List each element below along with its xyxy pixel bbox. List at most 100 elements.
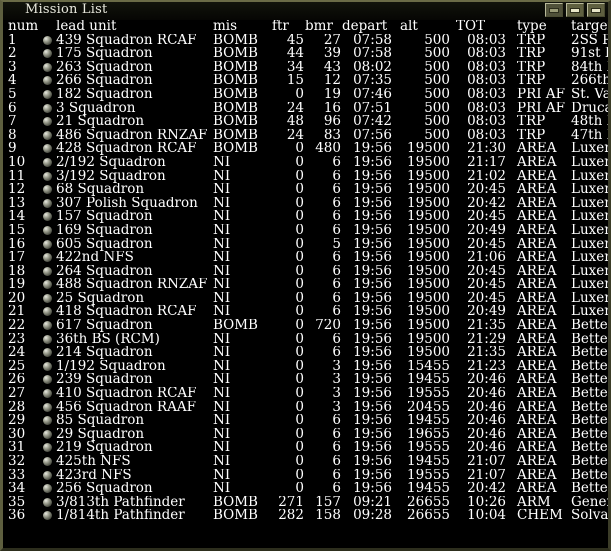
table-row[interactable]: 13 307 Polish Squadron NI 0 6 19:56 19500 20:42… <box>3 197 608 211</box>
depart-time: 07:35 <box>353 74 392 88</box>
table-row[interactable]: 34 256 Squadron NI 0 6 19:56 19455 20:42 AREA Bet… <box>3 482 608 496</box>
mission-num: 17 <box>8 251 26 265</box>
lead-unit: 68 Squadron <box>56 183 145 197</box>
altitude: 19500 <box>407 332 450 347</box>
table-row[interactable]: 7 21 Squadron BOMB 48 96 07:42 500 08:03 TRP 48th… <box>3 115 608 129</box>
depart-time: 09:28 <box>353 509 392 523</box>
table-row[interactable]: 32 425th NFS NI 0 6 19:56 19455 21:07 AREA Bettem… <box>3 455 608 469</box>
mission-type: NI <box>213 278 231 292</box>
altitude: 19455 <box>407 414 450 428</box>
depart-time: 19:56 <box>353 455 392 469</box>
table-row[interactable]: 23 36th BS (RCM) NI 0 6 19:56 19500 21:29 AREA Be… <box>3 333 608 347</box>
table-row[interactable]: 11 3/192 Squadron NI 0 6 19:56 19500 21:02 AREA L… <box>3 170 608 184</box>
tot-time: 20:46 <box>467 387 506 401</box>
mission-type: NI <box>213 237 231 252</box>
target-type: TRP <box>517 115 546 129</box>
depart-time: 19:56 <box>353 183 392 197</box>
table-row[interactable]: 9 428 Squadron RCAF BOMB 0 480 19:56 19500 21:3… <box>3 142 608 156</box>
target-type: AREA <box>517 455 557 469</box>
tot-time: 08:03 <box>467 47 506 61</box>
table-row[interactable]: 31 219 Squadron NI 0 6 19:56 19555 20:46 AREA Bet… <box>3 441 608 455</box>
table-row[interactable]: 22 617 Squadron BOMB 0 720 19:56 19500 21:35 ARE… <box>3 319 608 333</box>
header-lead-unit[interactable]: lead unit <box>56 20 117 34</box>
mission-num: 10 <box>8 155 26 170</box>
table-row[interactable]: 36 1/814th Pathfinder BOMB 282 158 09:28 26655… <box>3 509 608 523</box>
mission-num: 29 <box>8 414 26 428</box>
table-row[interactable]: 28 456 Squadron RAAF NI 0 3 19:56 20455 20:46 AR… <box>3 401 608 415</box>
tot-time: 20:45 <box>467 264 506 279</box>
header-depart[interactable]: depart <box>342 20 388 34</box>
mission-type: NI <box>213 196 231 211</box>
target-name: Bettembourg <box>571 346 608 360</box>
header-type[interactable]: type <box>517 20 547 34</box>
depart-time: 19:56 <box>353 223 392 238</box>
table-row[interactable]: 3 263 Squadron BOMB 34 43 08:02 500 08:03 TRP 84t… <box>3 61 608 75</box>
target-type: AREA <box>517 183 557 197</box>
table-row[interactable]: 15 169 Squadron NI 0 6 19:56 19500 20:49 AREA Lux… <box>3 224 608 238</box>
table-row[interactable]: 17 422nd NFS NI 0 6 19:56 19500 21:06 AREA Luxemb… <box>3 251 608 265</box>
depart-time: 19:56 <box>353 278 392 292</box>
bomber-count: 6 <box>332 305 341 320</box>
minimize-button[interactable] <box>545 3 563 17</box>
mission-status-sphere-icon <box>42 457 52 466</box>
mission-num: 28 <box>8 400 26 415</box>
fighter-count: 0 <box>295 441 304 455</box>
table-row[interactable]: 25 1/192 Squadron NI 0 3 19:56 15455 21:23 AREA B… <box>3 360 608 374</box>
table-row[interactable]: 1 439 Squadron RCAF BOMB 45 27 07:58 500 08:03 T… <box>3 34 608 48</box>
target-name: Bettembourg <box>571 332 608 347</box>
table-row[interactable]: 4 266 Squadron BOMB 15 12 07:35 500 08:03 TRP 266… <box>3 74 608 88</box>
target-name: Luxembourg <box>571 196 608 211</box>
bomber-count: 3 <box>332 359 341 374</box>
header-ftr[interactable]: ftr <box>272 20 289 34</box>
header-mis[interactable]: mis <box>213 20 238 34</box>
mission-status-sphere-icon <box>42 321 52 331</box>
table-row[interactable]: 12 68 Squadron NI 0 6 19:56 19500 20:45 AREA Luxe… <box>3 183 608 197</box>
header-target[interactable]: target <box>571 20 608 34</box>
mission-num: 7 <box>8 115 17 129</box>
mission-status-sphere-icon <box>42 484 52 494</box>
target-type: AREA <box>517 196 557 211</box>
table-row[interactable]: 16 605 Squadron NI 0 5 19:56 19500 20:45 AREA Lux… <box>3 238 608 252</box>
mission-list-content[interactable]: num lead unit mis ftr bmr depart alt TOT… <box>3 20 608 548</box>
mission-status-sphere-icon <box>42 266 52 276</box>
mission-status-sphere-icon <box>38 74 56 88</box>
header-tot[interactable]: TOT <box>456 20 486 34</box>
table-row[interactable]: 26 239 Squadron NI 0 3 19:56 19455 20:46 AREA Bet… <box>3 373 608 387</box>
mission-num: 4 <box>8 74 17 88</box>
table-row[interactable]: 18 264 Squadron NI 0 6 19:56 19500 20:45 AREA Lux… <box>3 265 608 279</box>
header-num[interactable]: num <box>8 20 38 34</box>
header-icon <box>38 20 56 34</box>
table-row[interactable]: 2 175 Squadron BOMB 44 39 07:58 500 08:03 TRP 91s… <box>3 47 608 61</box>
table-row[interactable]: 10 2/192 Squadron NI 0 6 19:56 19500 21:17 AREA L… <box>3 156 608 170</box>
tot-time: 21:29 <box>467 332 506 347</box>
table-row[interactable]: 29 85 Squadron NI 0 6 19:56 19455 20:46 AREA Bett… <box>3 414 608 428</box>
title-bar[interactable]: Mission List <box>3 2 608 20</box>
table-row[interactable]: 35 3/813th Pathfinder BOMB 271 157 09:21 26655… <box>3 496 608 510</box>
table-row[interactable]: 8 486 Squadron RNZAF BOMB 24 83 07:56 500 08:03… <box>3 129 608 143</box>
tot-time: 21:17 <box>467 155 506 170</box>
maximize-button[interactable] <box>566 3 584 17</box>
altitude: 19655 <box>407 427 450 442</box>
header-alt[interactable]: alt <box>400 20 418 34</box>
tot-time: 08:03 <box>467 74 506 88</box>
table-row[interactable]: 14 157 Squadron NI 0 6 19:56 19500 20:45 AREA Lux… <box>3 210 608 224</box>
table-row[interactable]: 5 182 Squadron BOMB 0 19 07:46 500 08:03 PRI AF S… <box>3 88 608 102</box>
table-row[interactable]: 19 488 Squadron RNZAF NI 0 6 19:56 19500 20:45 A… <box>3 278 608 292</box>
bomber-count: 6 <box>332 414 341 428</box>
mission-status-sphere-icon <box>38 428 56 442</box>
restore-button[interactable] <box>587 3 605 17</box>
depart-time: 19:56 <box>353 319 392 333</box>
table-row[interactable]: 24 214 Squadron NI 0 6 19:56 19500 21:35 AREA Bet… <box>3 346 608 360</box>
depart-time: 07:56 <box>353 128 392 143</box>
table-row[interactable]: 30 29 Squadron NI 0 6 19:56 19655 20:46 AREA Bett… <box>3 428 608 442</box>
tot-time: 20:46 <box>467 427 506 442</box>
target-name: 47th Infantry <box>571 128 608 143</box>
table-row[interactable]: 20 25 Squadron NI 0 6 19:56 19500 20:45 AREA Luxe… <box>3 292 608 306</box>
table-row[interactable]: 6 3 Squadron BOMB 24 16 07:51 500 08:03 PRI AF Dr… <box>3 102 608 116</box>
fighter-count: 44 <box>286 47 304 61</box>
table-row[interactable]: 33 423rd NFS NI 0 6 19:56 19555 21:07 AREA Bettem… <box>3 469 608 483</box>
table-row[interactable]: 21 418 Squadron RCAF NI 0 6 19:56 19500 20:49 AR… <box>3 305 608 319</box>
table-row[interactable]: 27 410 Squadron RCAF NI 0 3 19:56 19555 20:46 AR… <box>3 387 608 401</box>
maximize-icon <box>570 7 580 13</box>
header-bmr[interactable]: bmr <box>305 20 333 34</box>
